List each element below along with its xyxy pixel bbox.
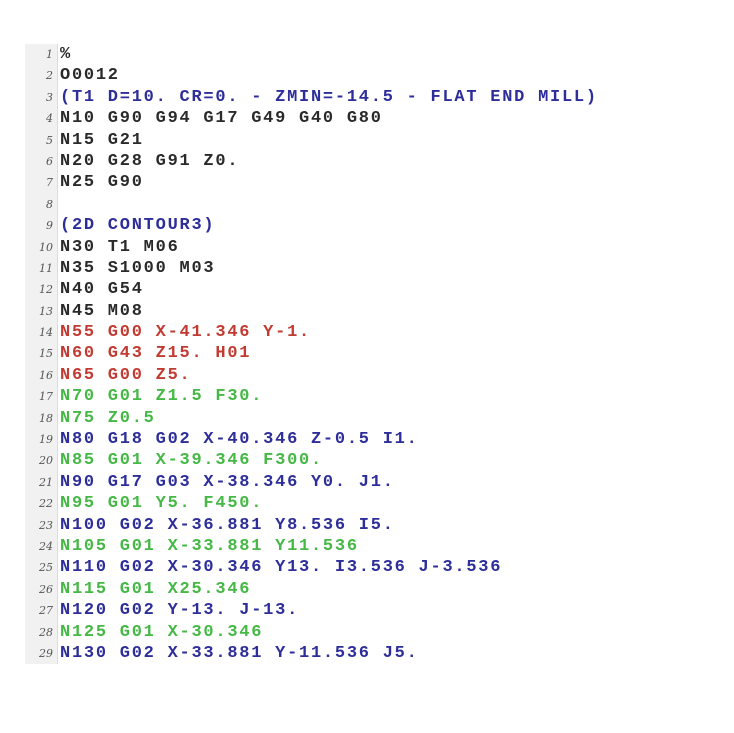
line-number: 4 (46, 112, 53, 126)
code-line[interactable]: 12 N40 G54 (25, 279, 142, 300)
code-text: N75 Z0.5 (60, 408, 156, 428)
code-text: N45 M08 (60, 301, 144, 321)
code-text: N40 G54 (60, 280, 144, 300)
line-number: 26 (39, 582, 53, 596)
code-line[interactable]: 14 N55 G00 X-41.346 Y-1. (25, 322, 309, 343)
code-text: N110 G02 X-30.346 Y13. I3.536 J-3.536 (60, 558, 503, 578)
line-number: 9 (46, 219, 53, 233)
code-line[interactable]: 28 N125 G01 X-30.346 (25, 622, 261, 643)
line-number: 7 (46, 176, 53, 190)
line-number: 29 (39, 646, 53, 660)
code-text: O0012 (60, 66, 120, 86)
code-line[interactable]: 29 N130 G02 X-33.881 Y-11.536 J5. (25, 643, 417, 664)
code-lines[interactable]: 1% 2 O0012 3 (T1 D=10. CR=0. - ZMIN=-14.5 - … (25, 44, 596, 664)
code-text: N105 G01 X-33.881 Y11.536 (60, 536, 359, 556)
code-text: N30 T1 M06 (60, 237, 180, 257)
code-line[interactable]: 9 (2D CONTOUR3) (25, 215, 214, 236)
code-line[interactable]: 17 N70 G01 Z1.5 F30. (25, 386, 261, 407)
line-number: 8 (46, 197, 53, 211)
code-line[interactable]: 1% (25, 44, 70, 65)
code-text: N90 G17 G03 X-38.346 Y0. J1. (60, 472, 395, 492)
line-number: 20 (39, 454, 53, 468)
code-line[interactable]: 6 N20 G28 G91 Z0. (25, 151, 238, 172)
code-text: N120 G02 Y-13. J-13. (60, 601, 300, 621)
line-number: 17 (39, 390, 53, 404)
line-number: 24 (39, 539, 53, 553)
code-text: N130 G02 X-33.881 Y-11.536 J5. (60, 643, 419, 663)
line-number: 27 (39, 604, 53, 618)
code-line[interactable]: 23 N100 G02 X-36.881 Y8.536 I5. (25, 515, 393, 536)
code-line[interactable]: 13 N45 M08 (25, 301, 142, 322)
code-text: N60 G43 Z15. H01 (60, 344, 252, 364)
line-number: 11 (39, 261, 53, 275)
code-text: N125 G01 X-30.346 (60, 622, 264, 642)
code-text: (2D CONTOUR3) (60, 216, 216, 236)
line-number: 5 (46, 133, 53, 147)
line-number: 19 (39, 433, 53, 447)
line-number: 2 (46, 69, 53, 83)
code-text: N65 G00 Z5. (60, 365, 192, 385)
code-text: N80 G18 G02 X-40.346 Z-0.5 I1. (60, 430, 419, 450)
code-line[interactable]: 18 N75 Z0.5 (25, 408, 154, 429)
code-line[interactable]: 20 N85 G01 X-39.346 F300. (25, 450, 321, 471)
line-number: 21 (39, 475, 53, 489)
line-number: 18 (39, 411, 53, 425)
code-text: N10 G90 G94 G17 G49 G40 G80 (60, 109, 383, 129)
code-line[interactable]: 26 N115 G01 X25.346 (25, 579, 249, 600)
code-line[interactable]: 8 (25, 194, 53, 215)
code-text: N70 G01 Z1.5 F30. (60, 387, 264, 407)
code-text: % (60, 45, 72, 64)
line-number: 1 (46, 48, 53, 61)
code-text: N25 G90 (60, 173, 144, 193)
line-number: 22 (39, 497, 53, 511)
code-text: N20 G28 G91 Z0. (60, 151, 240, 171)
line-number: 10 (39, 240, 53, 254)
code-line[interactable]: 16 N65 G00 Z5. (25, 365, 190, 386)
code-line[interactable]: 24 N105 G01 X-33.881 Y11.536 (25, 536, 357, 557)
line-number: 15 (39, 347, 53, 361)
code-text: N35 S1000 M03 (60, 258, 216, 278)
line-number: 23 (39, 518, 53, 532)
line-number: 12 (39, 283, 53, 297)
code-text: N95 G01 Y5. F450. (60, 494, 264, 514)
line-number: 25 (39, 561, 53, 575)
line-number: 3 (46, 90, 53, 104)
line-number: 6 (46, 154, 53, 168)
code-line[interactable]: 10 N30 T1 M06 (25, 237, 178, 258)
code-line[interactable]: 25 N110 G02 X-30.346 Y13. I3.536 J-3.536 (25, 557, 500, 578)
code-text: (T1 D=10. CR=0. - ZMIN=-14.5 - FLAT END … (60, 87, 598, 107)
code-line[interactable]: 7 N25 G90 (25, 172, 142, 193)
code-editor[interactable]: 1% 2 O0012 3 (T1 D=10. CR=0. - ZMIN=-14.5 - … (25, 44, 625, 664)
code-line[interactable]: 19 N80 G18 G02 X-40.346 Z-0.5 I1. (25, 429, 417, 450)
code-line[interactable]: 11 N35 S1000 M03 (25, 258, 214, 279)
line-number: 28 (39, 625, 53, 639)
code-line[interactable]: 15 N60 G43 Z15. H01 (25, 343, 249, 364)
code-line[interactable]: 4 N10 G90 G94 G17 G49 G40 G80 (25, 108, 381, 129)
line-number: 13 (39, 304, 53, 318)
code-line[interactable]: 3 (T1 D=10. CR=0. - ZMIN=-14.5 - FLAT END… (25, 87, 596, 108)
line-number: 16 (39, 368, 53, 382)
code-text: N115 G01 X25.346 (60, 579, 252, 599)
code-line[interactable]: 2 O0012 (25, 65, 118, 86)
code-line[interactable]: 5 N15 G21 (25, 130, 142, 151)
code-text: N15 G21 (60, 130, 144, 150)
code-text: N55 G00 X-41.346 Y-1. (60, 323, 311, 343)
code-line[interactable]: 21 N90 G17 G03 X-38.346 Y0. J1. (25, 472, 393, 493)
code-line[interactable]: 22 N95 G01 Y5. F450. (25, 493, 261, 514)
code-text: N100 G02 X-36.881 Y8.536 I5. (60, 515, 395, 535)
code-text: N85 G01 X-39.346 F300. (60, 451, 323, 471)
line-number-gutter (25, 44, 58, 664)
code-line[interactable]: 27 N120 G02 Y-13. J-13. (25, 600, 297, 621)
line-number: 14 (39, 326, 53, 340)
